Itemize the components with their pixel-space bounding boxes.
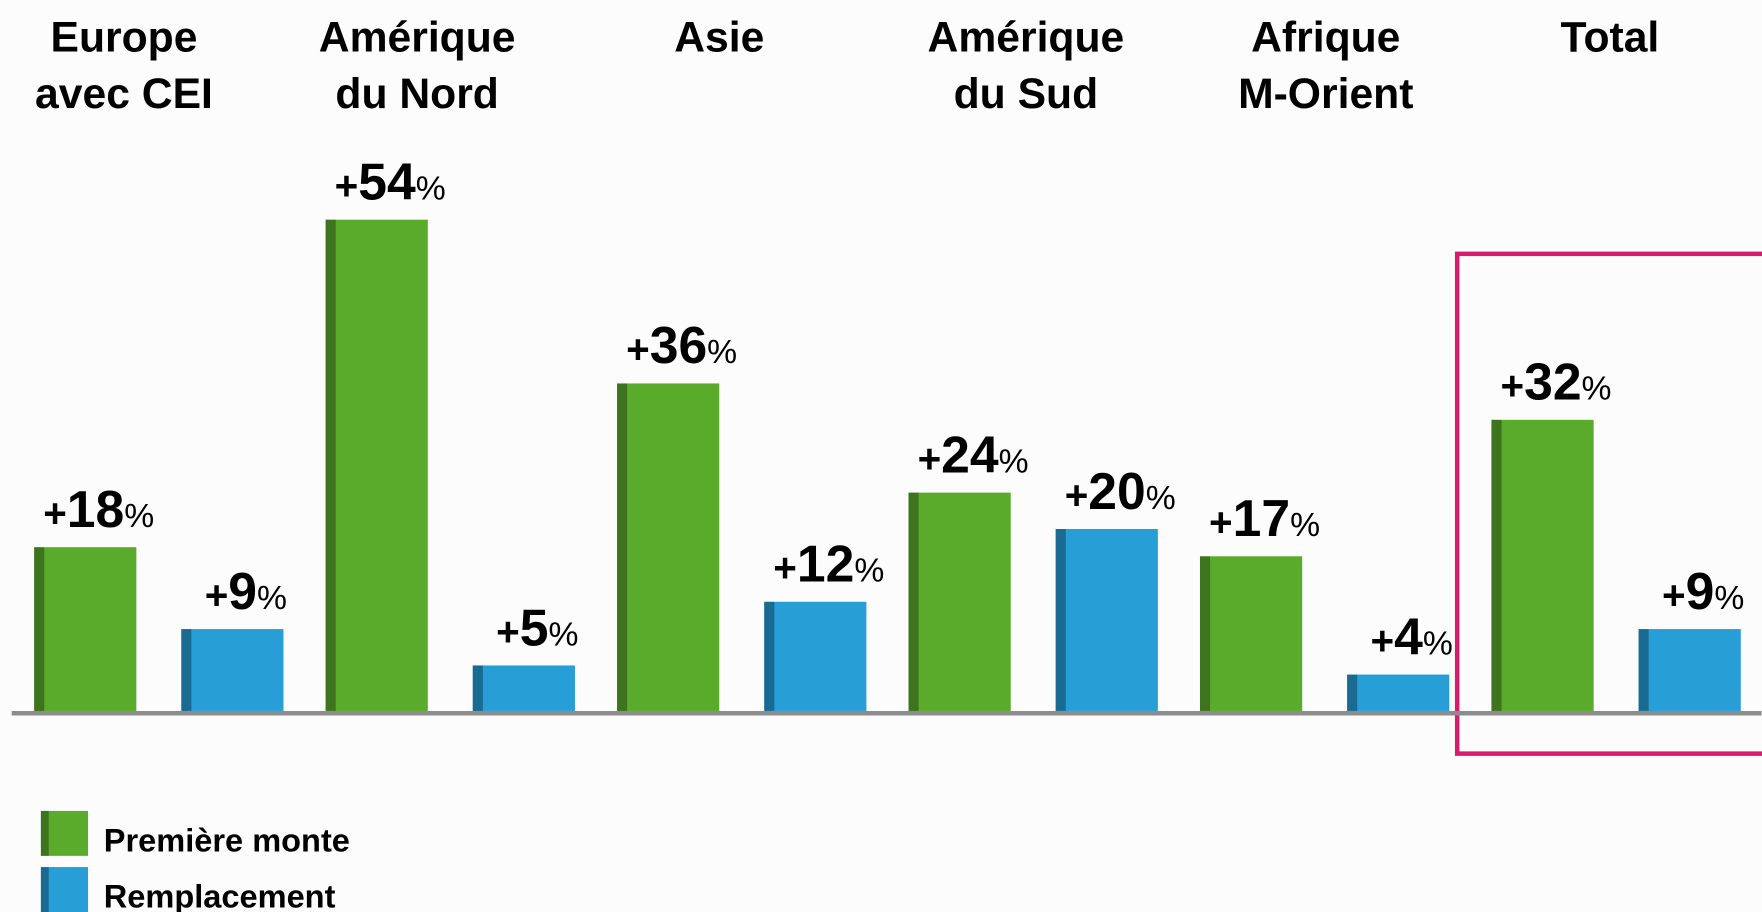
category-line: Asie	[674, 14, 764, 62]
bar-edge	[472, 665, 483, 711]
value-label-part: 20	[1088, 462, 1145, 520]
value-label-part: %	[999, 443, 1029, 480]
legend-swatch	[40, 810, 89, 856]
value-label-part: 9	[228, 562, 257, 620]
bar-edge	[325, 219, 336, 711]
value-label-part: +	[918, 435, 942, 481]
bar-edge	[34, 547, 45, 711]
value-label-part: +	[1065, 472, 1089, 518]
category-line: Europe	[51, 14, 198, 62]
category-line: M-Orient	[1238, 70, 1413, 118]
value-label-part: %	[1290, 507, 1320, 544]
bar	[1638, 629, 1741, 711]
value-label-part: %	[124, 498, 154, 535]
value-label-part: %	[707, 334, 737, 371]
value-label: +20%	[1065, 462, 1176, 520]
value-label-part: 17	[1233, 489, 1290, 547]
value-label: +9%	[205, 562, 287, 620]
bar	[1491, 419, 1594, 711]
value-label-part: 54	[358, 152, 416, 210]
value-label-part: %	[1582, 371, 1612, 408]
bar-edge	[764, 601, 775, 711]
value-label-part: +	[335, 162, 359, 208]
value-label-part: +	[1662, 572, 1686, 618]
category-label: Afrique M-Orient	[1238, 14, 1413, 118]
category-label: Europe avec CEI	[35, 14, 213, 118]
value-label: +4%	[1371, 607, 1453, 665]
bar	[181, 629, 284, 711]
category-label: Total	[1561, 14, 1660, 62]
value-label-part: %	[257, 580, 287, 617]
bar-edge	[908, 492, 919, 711]
bar	[617, 383, 720, 711]
value-label-part: %	[549, 616, 579, 653]
category-line: du Sud	[954, 70, 1099, 118]
category-line: avec CEI	[35, 70, 213, 118]
value-label-part: %	[1146, 480, 1176, 517]
bar-edge	[1347, 674, 1358, 711]
category-line: du Nord	[335, 70, 498, 118]
value-label: +24%	[918, 425, 1029, 483]
bar	[34, 547, 137, 711]
bar	[325, 219, 428, 711]
bar	[1347, 674, 1450, 711]
legend-label: Remplacement	[104, 879, 336, 912]
value-label-part: %	[1714, 580, 1744, 617]
bar-edge	[1491, 419, 1502, 711]
value-label: +17%	[1209, 489, 1320, 547]
category-line: Amérique	[928, 14, 1125, 62]
category-line: Total	[1561, 14, 1660, 62]
highlight-box	[1454, 251, 1762, 756]
value-label: +32%	[1500, 353, 1611, 411]
value-label: +18%	[43, 480, 154, 538]
legend-swatch-edge	[40, 810, 49, 856]
value-label-part: 18	[67, 480, 124, 538]
value-label-part: +	[626, 326, 650, 372]
bar-edge	[181, 629, 192, 711]
category-line: Amérique	[319, 14, 516, 62]
value-label-part: +	[205, 572, 229, 618]
value-label: +12%	[773, 535, 884, 593]
value-label-part: +	[1371, 617, 1395, 663]
legend-swatch	[40, 867, 89, 912]
value-label-part: +	[773, 545, 797, 591]
bar	[764, 601, 867, 711]
value-label-part: 4	[1394, 607, 1423, 665]
bar	[472, 665, 575, 711]
category-label: Amérique du Nord	[319, 14, 516, 118]
category-label: Amérique du Sud	[928, 14, 1125, 118]
legend-swatch-edge	[40, 867, 49, 912]
value-label-part: 32	[1524, 353, 1581, 411]
bar	[908, 492, 1011, 711]
value-label-part: %	[416, 170, 446, 207]
value-label-part: %	[854, 553, 884, 590]
bar	[1055, 529, 1158, 711]
bar-edge	[617, 383, 628, 711]
value-label-part: %	[1423, 625, 1453, 662]
bar-edge	[1638, 629, 1649, 711]
value-label: +36%	[626, 316, 737, 374]
value-label: +9%	[1662, 562, 1744, 620]
value-label-part: 12	[797, 535, 854, 593]
value-label-part: 9	[1686, 562, 1715, 620]
value-label-part: 24	[941, 425, 999, 483]
value-label-part: +	[1209, 499, 1233, 545]
bar-edge	[1199, 556, 1211, 711]
value-label-part: 5	[520, 598, 549, 656]
bar-edge	[1055, 529, 1066, 711]
category-line: Afrique	[1251, 14, 1400, 62]
value-label: +54%	[335, 152, 446, 210]
value-label-part: +	[496, 608, 520, 654]
value-label: +5%	[496, 598, 578, 656]
category-label: Asie	[674, 14, 764, 62]
value-label-part: +	[1500, 363, 1524, 409]
value-label-part: +	[43, 490, 67, 536]
bar	[1199, 556, 1303, 711]
legend-label: Première monte	[104, 822, 350, 858]
value-label-part: 36	[650, 316, 707, 374]
